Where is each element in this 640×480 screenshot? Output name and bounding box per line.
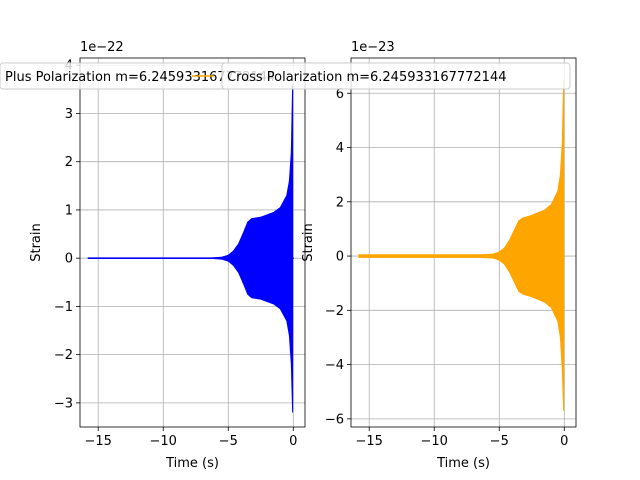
plot-legend: Plus Polarization m=6.245933167772144 [0,62,275,90]
y-tick-label: 1 [65,203,73,218]
x-tick-label: −5 [219,434,238,449]
x-tick-label: −5 [490,434,509,449]
x-tick-label: 0 [560,434,568,449]
y-tick-label: 2 [336,195,344,210]
x-axis-label: Time (s) [436,456,490,471]
y-tick-label: −2 [54,348,73,363]
x-tick-label: 0 [289,434,297,449]
y-tick-label: 0 [336,250,344,265]
y-tick-label: 4 [336,141,344,156]
y-tick-label: −3 [54,396,73,411]
plus-polarization-plot: −15−10−50−3−2−101234 Time (s) Strain 1e−… [0,40,306,471]
y-tick-label: 2 [65,155,73,170]
plot-frame [79,57,306,428]
y-tick-label: −1 [54,300,73,315]
y-offset-label: 1e−23 [351,40,395,55]
legend-entry-cross-polarization: Cross Polarization m=6.245933167772144 [227,70,506,85]
x-tick-label: −15 [355,434,382,449]
legend-entry-plus-polarization: Plus Polarization m=6.245933167772144 [5,70,275,85]
y-axis-label: Strain [29,223,44,262]
series-line [492,83,564,410]
plot-ticks: −15 −10 −5 0 −6 −4 −2 0 2 4 6 [325,87,569,449]
y-tick-label: −2 [325,304,344,319]
y-tick-label: −4 [325,358,344,373]
y-tick-label: 3 [65,107,73,122]
plot-legend: Cross Polarization m=6.245933167772144 [192,62,571,90]
y-tick-label: −6 [325,412,344,427]
cross-polarization-plot: −15 −10 −5 0 −6 −4 −2 0 2 4 6 Time (s) Strain 1e−2… [301,40,577,471]
plot-series [358,79,565,411]
y-tick-label: 6 [336,87,344,102]
x-tick-label: −10 [150,434,177,449]
x-tick-label: −10 [421,434,448,449]
x-axis-label: Time (s) [165,456,219,471]
x-tick-label: −15 [84,434,111,449]
plot-series [87,84,294,413]
plot-frame [350,57,577,428]
y-axis-label: Strain [301,223,316,262]
series-line [221,93,293,397]
y-offset-label: 1e−22 [80,40,124,55]
legend-box [221,62,571,90]
y-tick-label: 0 [65,252,73,267]
